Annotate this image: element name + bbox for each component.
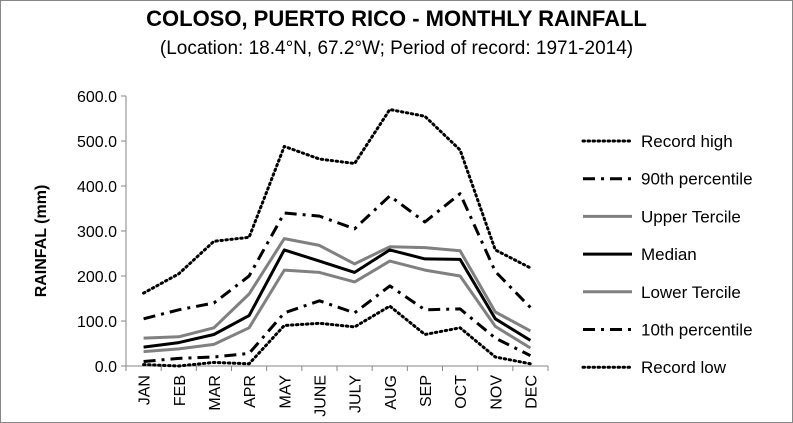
x-tick-label: OCT (453, 375, 470, 409)
y-tick-label: 0.0 (95, 359, 117, 376)
chart-subtitle: (Location: 18.4°N, 67.2°W; Period of rec… (159, 38, 634, 59)
legend: Record high 90th percentile Upper Tercile M… (581, 132, 753, 377)
series-line-median (143, 248, 532, 349)
y-tick-label: 200.0 (77, 269, 117, 286)
y-tick-label: 300.0 (77, 224, 117, 241)
legend-label: 10th percentile (641, 321, 753, 340)
legend-label: Lower Tercile (641, 283, 741, 302)
series-line-record-high (142, 108, 532, 295)
x-tick-label: SEP (418, 375, 435, 407)
x-tick-label: AUG (383, 375, 400, 410)
legend-label: 90th percentile (641, 170, 753, 189)
x-tick-label: JUNE (312, 375, 329, 417)
axes: 0.0 100.0 200.0 300.0 400.0 500.0 600.0 JAN FEB M… (77, 89, 549, 417)
series-line-10th-percentile (143, 284, 532, 363)
chart-title: COLOSO, PUERTO RICO - MONTHLY RAINFALL (146, 6, 647, 31)
legend-label: Median (641, 245, 697, 264)
x-tick-label: MAR (207, 375, 224, 411)
x-tick-label: JULY (348, 375, 365, 413)
x-tick-label: NOV (488, 375, 505, 410)
x-tick-label: MAY (277, 375, 294, 409)
x-tick-label: DEC (523, 375, 540, 409)
y-tick-label: 500.0 (77, 134, 117, 151)
series-line-lower-tercile (143, 259, 532, 354)
legend-label: Record high (641, 132, 733, 151)
legend-label: Upper Tercile (641, 207, 741, 226)
y-axis-label: RAINFAL (mm) (33, 185, 50, 298)
series-line-90th-percentile (143, 192, 532, 321)
x-tick-label: FEB (172, 375, 189, 406)
series-line-upper-tercile (143, 237, 532, 340)
series-line-record-low (142, 304, 532, 368)
y-tick-label: 400.0 (77, 179, 117, 196)
legend-label: Record low (641, 358, 727, 377)
y-tick-label: 600.0 (77, 89, 117, 106)
series-group (142, 108, 532, 368)
x-tick-label: APR (242, 375, 259, 408)
x-tick-label: JAN (137, 375, 154, 405)
y-tick-label: 100.0 (77, 314, 117, 331)
